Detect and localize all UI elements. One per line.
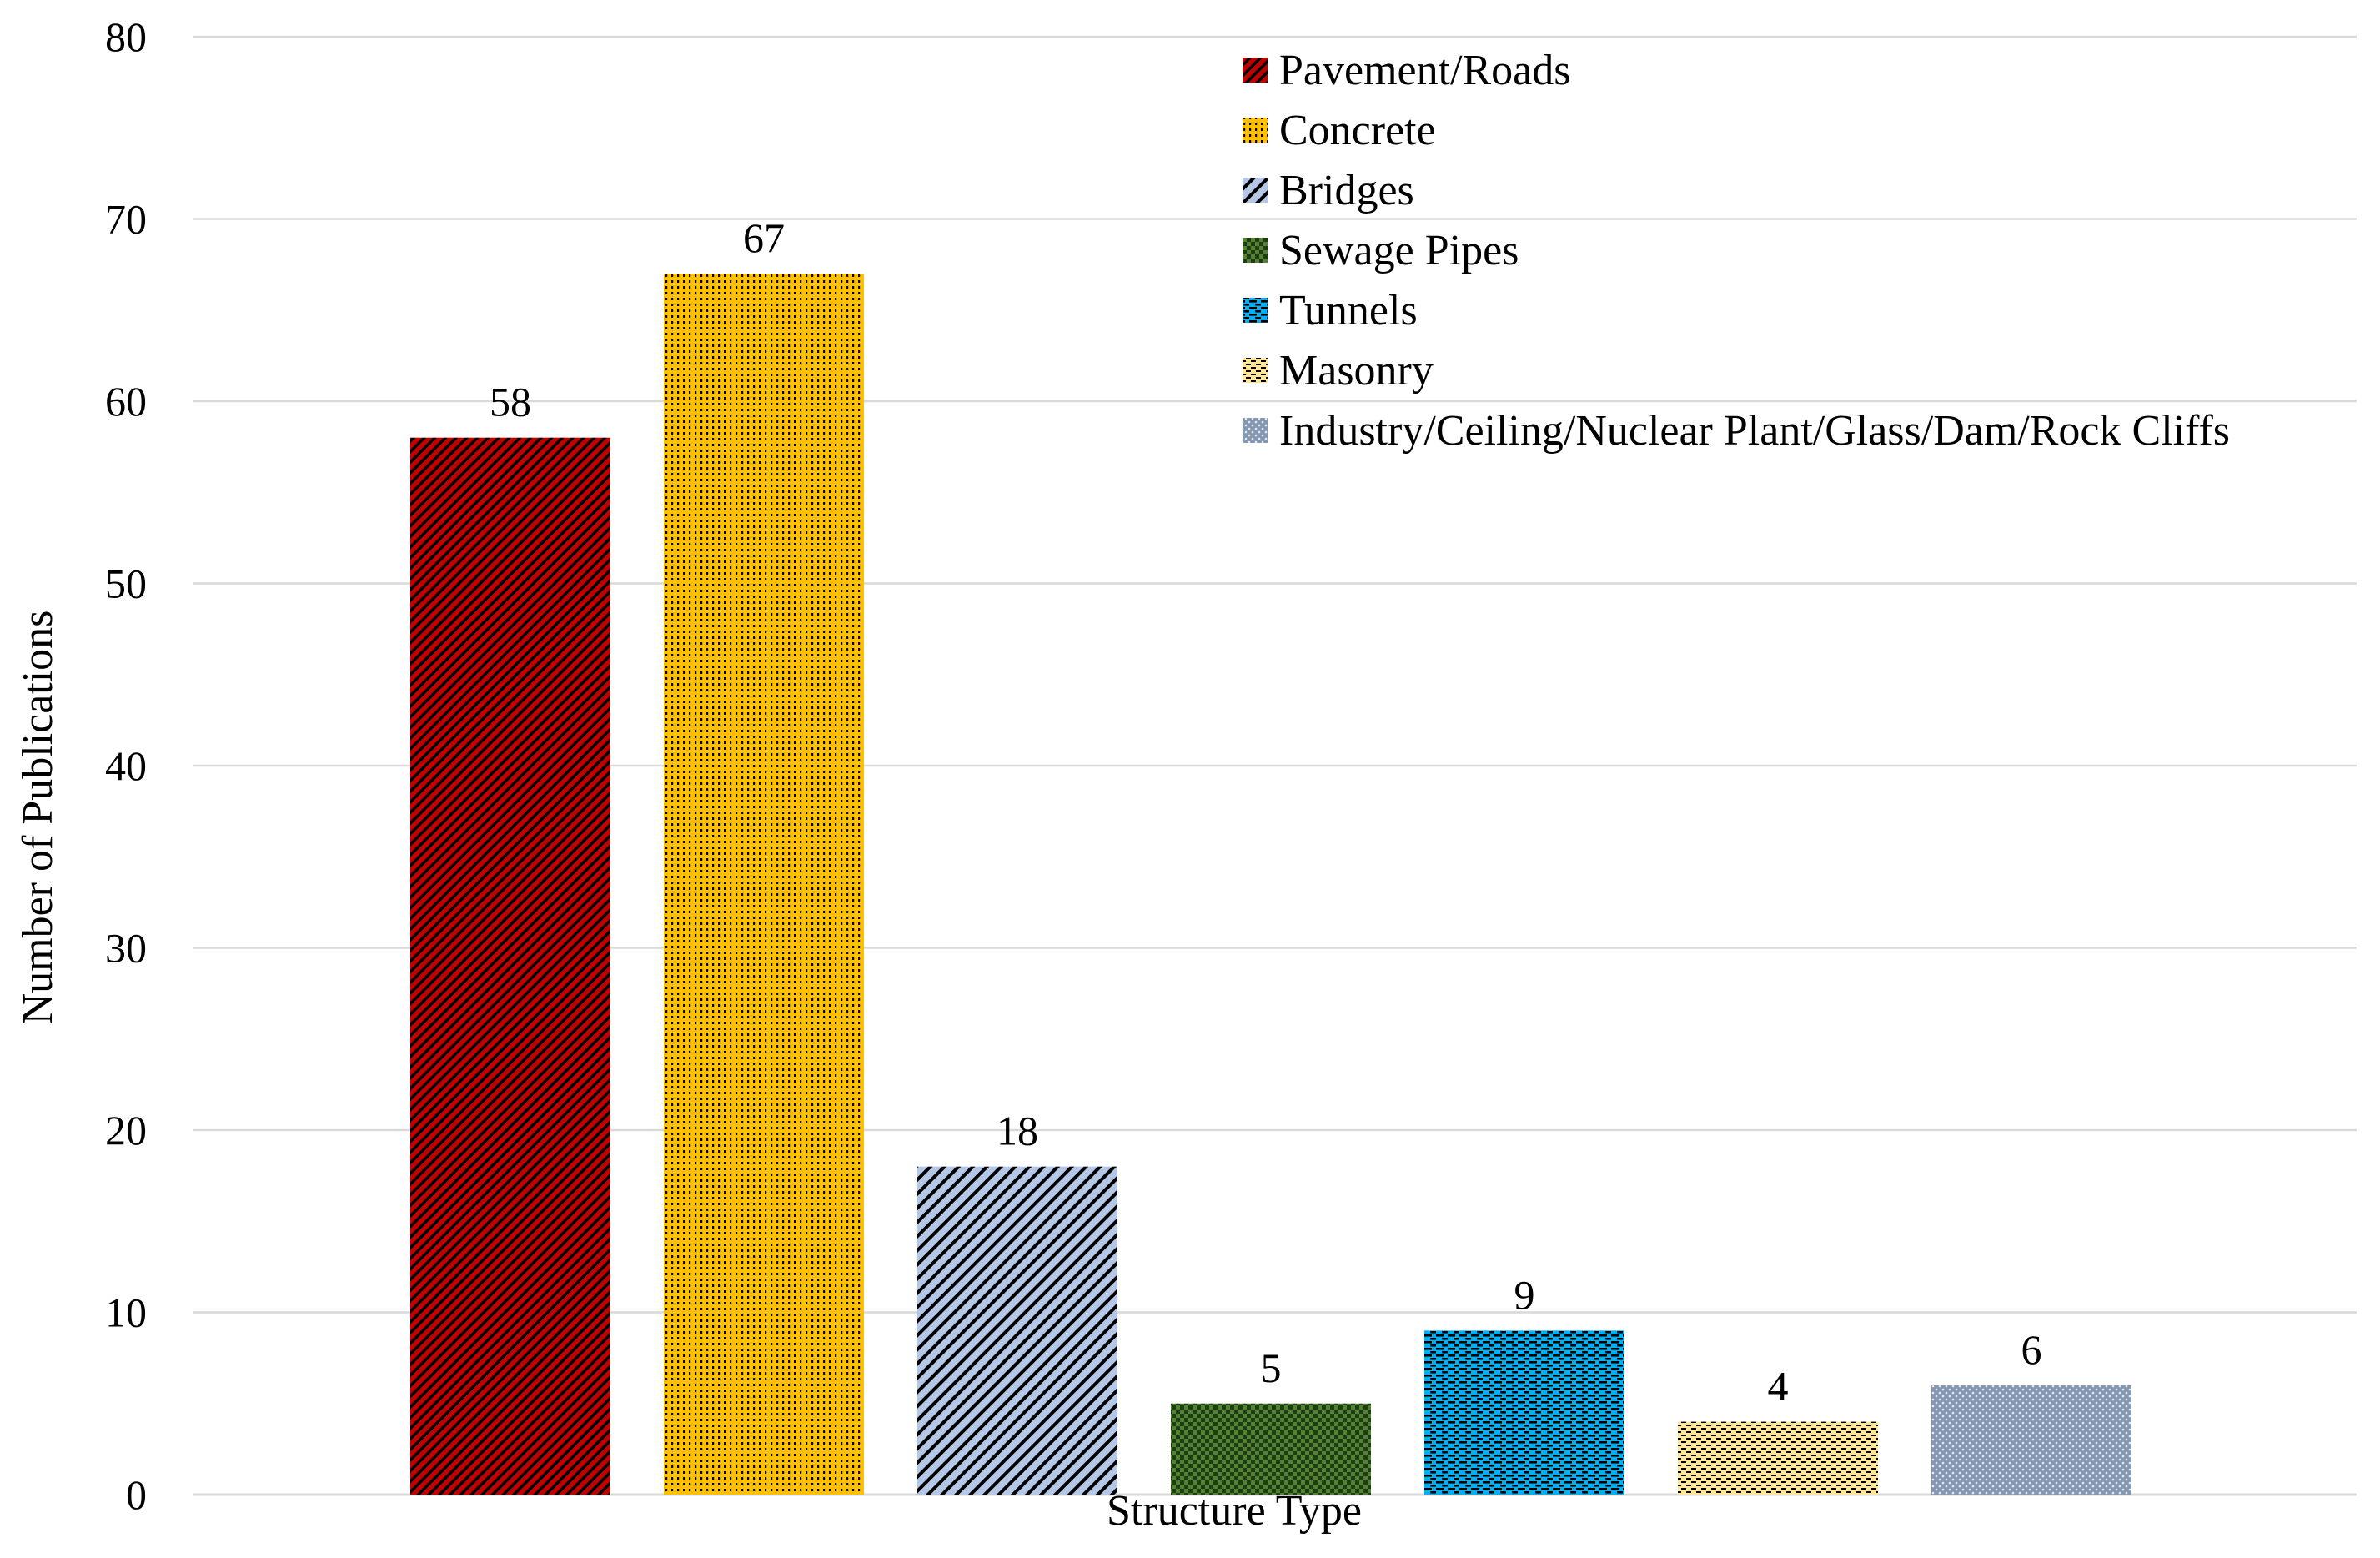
data-label: 67	[743, 214, 785, 261]
bars	[410, 274, 2131, 1495]
data-label: 6	[2021, 1326, 2042, 1373]
y-tick-label: 50	[105, 560, 147, 607]
legend-label: Concrete	[1279, 107, 1436, 154]
x-axis-title: Structure Type	[1107, 1487, 1362, 1535]
data-labels: 58 67 18 5 9 4 6	[490, 214, 2042, 1410]
y-tick-label: 70	[105, 196, 147, 243]
legend-label: Pavement/Roads	[1279, 47, 1571, 94]
y-axis-ticks: 0 10 20 30 40 50 60 70 80	[105, 13, 147, 1518]
legend-label: Tunnels	[1279, 287, 1418, 334]
y-tick-label: 30	[105, 925, 147, 972]
bar	[1678, 1421, 1878, 1495]
legend-swatch	[1243, 58, 1268, 83]
legend-swatch	[1243, 238, 1268, 263]
legend-label: Industry/Ceiling/Nuclear Plant/Glass/Dam…	[1279, 407, 2230, 455]
legend-label: Sewage Pipes	[1279, 227, 1519, 274]
data-label: 5	[1261, 1344, 1282, 1391]
y-tick-label: 20	[105, 1107, 147, 1153]
y-tick-label: 0	[126, 1471, 147, 1518]
legend-swatch	[1243, 178, 1268, 203]
bar	[410, 437, 610, 1495]
legend-swatch	[1243, 418, 1268, 443]
bar	[1931, 1385, 2131, 1495]
bar	[664, 274, 864, 1495]
legend-label: Masonry	[1279, 347, 1434, 395]
bar	[917, 1166, 1117, 1495]
data-label: 58	[490, 379, 531, 425]
data-label: 4	[1768, 1363, 1789, 1410]
y-tick-label: 60	[105, 378, 147, 425]
y-axis-title: Number of Publications	[14, 611, 62, 1025]
legend-swatch	[1243, 118, 1268, 143]
legend-label: Bridges	[1279, 167, 1414, 214]
bar	[1171, 1403, 1371, 1495]
data-label: 18	[997, 1108, 1038, 1154]
legend-swatch	[1243, 358, 1268, 383]
bar	[1424, 1330, 1624, 1495]
y-tick-label: 10	[105, 1289, 147, 1336]
legend: Pavement/Roads Concrete Bridges Sewage Pipe…	[1243, 47, 2230, 455]
y-tick-label: 80	[105, 13, 147, 60]
data-label: 9	[1514, 1271, 1535, 1318]
y-tick-label: 40	[105, 742, 147, 789]
legend-swatch	[1243, 298, 1268, 323]
